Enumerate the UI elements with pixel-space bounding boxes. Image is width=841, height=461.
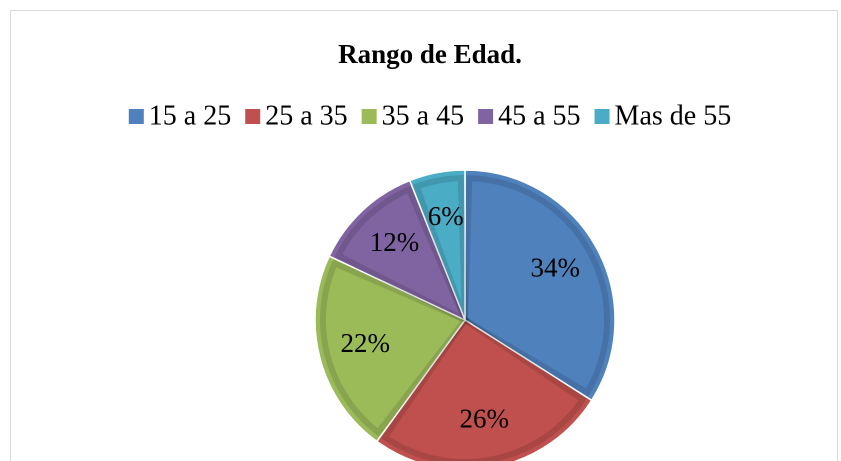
slice-bevel xyxy=(334,185,472,327)
slice-bevel xyxy=(412,174,468,322)
data-label: 26% xyxy=(460,403,510,433)
data-label: 22% xyxy=(340,328,390,358)
data-label: 34% xyxy=(531,253,581,283)
pie-slice xyxy=(464,169,616,402)
data-label: 12% xyxy=(370,227,420,257)
legend-label: Mas de 55 xyxy=(615,100,732,131)
chart-title: Rango de Edad. xyxy=(338,39,522,69)
legend-swatch xyxy=(128,109,144,124)
legend-label: 15 a 25 xyxy=(149,100,231,131)
legend-label: 45 a 55 xyxy=(498,100,580,131)
legend-swatch xyxy=(245,109,261,124)
slice-bevel xyxy=(320,259,470,437)
legend-swatch xyxy=(361,109,377,124)
data-label: 6% xyxy=(428,201,464,231)
pie-slice xyxy=(375,318,593,461)
legend-swatch xyxy=(594,109,610,124)
legend: 15 a 25 25 a 35 35 a 45 45 a 55 Mas de 55 xyxy=(128,100,732,131)
slice-bevel xyxy=(380,315,587,461)
legend-label: 35 a 45 xyxy=(382,100,464,131)
legend-label: 25 a 35 xyxy=(265,100,347,131)
slice-bevel xyxy=(461,174,610,397)
legend-swatch xyxy=(478,109,494,124)
pie-slice xyxy=(408,169,466,321)
pie-slice xyxy=(328,179,467,322)
